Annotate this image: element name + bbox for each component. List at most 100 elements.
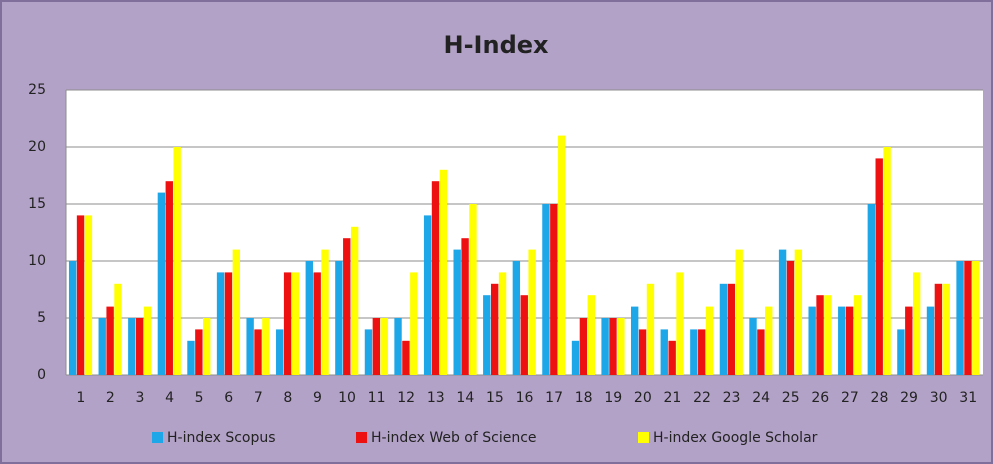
bar <box>668 340 676 375</box>
bar <box>601 318 609 375</box>
bar <box>786 261 795 375</box>
legend-label: H-index Scopus <box>167 430 276 446</box>
bar <box>232 249 241 375</box>
bar <box>490 283 499 375</box>
bar <box>579 318 588 375</box>
bar <box>934 283 943 375</box>
x-tick-label: 17 <box>545 390 563 406</box>
bar <box>195 329 203 375</box>
bar <box>276 329 284 375</box>
x-tick-label: 27 <box>841 390 859 406</box>
bar <box>262 318 270 375</box>
bar <box>528 249 536 375</box>
bar <box>735 249 743 375</box>
bar <box>68 261 77 375</box>
x-tick-label: 1 <box>76 390 85 406</box>
bar <box>956 261 964 375</box>
bar <box>431 181 440 375</box>
x-tick-label: 5 <box>195 390 204 406</box>
bar <box>778 249 787 375</box>
bar <box>824 295 832 375</box>
x-tick-label: 24 <box>752 390 770 406</box>
x-tick-label: 14 <box>456 390 474 406</box>
bar <box>972 261 980 375</box>
x-tick-label: 18 <box>575 390 593 406</box>
bar <box>380 318 388 375</box>
bar <box>794 249 803 375</box>
bar <box>335 261 343 375</box>
bar <box>350 226 359 375</box>
x-tick-label: 6 <box>224 390 233 406</box>
bar <box>187 340 195 375</box>
bar <box>512 261 521 375</box>
x-tick-label: 12 <box>397 390 415 406</box>
bar <box>203 318 211 375</box>
bar <box>224 272 233 375</box>
legend-swatch <box>152 432 163 443</box>
bar <box>321 249 329 375</box>
bar <box>372 318 381 375</box>
bar <box>765 306 773 375</box>
x-tick-label: 9 <box>313 390 322 406</box>
bar <box>630 306 639 375</box>
y-tick-label: 15 <box>28 196 46 212</box>
bar <box>676 272 684 375</box>
bar <box>98 318 106 375</box>
legend-swatch <box>638 432 649 443</box>
bar <box>313 272 321 375</box>
x-tick-label: 4 <box>165 390 174 406</box>
bar <box>461 238 469 375</box>
bar <box>853 295 862 375</box>
bar <box>550 204 558 375</box>
bar <box>964 261 972 375</box>
bar <box>453 249 461 375</box>
bar <box>727 283 736 375</box>
bar <box>165 181 173 375</box>
x-tick-label: 23 <box>723 390 741 406</box>
bar <box>660 329 668 375</box>
bar <box>128 318 136 375</box>
x-tick-label: 8 <box>283 390 292 406</box>
bar <box>157 192 166 375</box>
y-tick-label: 25 <box>28 82 46 98</box>
x-tick-label: 16 <box>516 390 534 406</box>
bar <box>558 135 566 375</box>
bar <box>905 306 913 375</box>
bar <box>410 272 418 375</box>
chart-title: H-Index <box>444 31 550 59</box>
bar <box>609 318 617 375</box>
bar <box>638 329 647 375</box>
bar <box>646 283 655 375</box>
bar <box>76 215 85 375</box>
x-tick-label: 29 <box>900 390 918 406</box>
bar <box>808 306 816 375</box>
bar <box>143 306 152 375</box>
x-tick-label: 20 <box>634 390 652 406</box>
bar <box>617 318 625 375</box>
bar <box>719 283 728 375</box>
bar <box>845 306 854 375</box>
legend-label: H-index Web of Science <box>371 430 537 446</box>
y-tick-label: 0 <box>37 367 46 383</box>
bar <box>305 261 313 375</box>
bar <box>883 147 891 375</box>
bar <box>587 295 595 375</box>
legend-label: H-index Google Scholar <box>653 430 818 446</box>
bar <box>749 318 757 375</box>
bar <box>867 204 876 375</box>
x-tick-label: 3 <box>135 390 144 406</box>
bar <box>542 204 550 375</box>
bar <box>498 272 507 375</box>
bar <box>394 318 402 375</box>
x-tick-label: 26 <box>811 390 829 406</box>
bar <box>343 238 351 375</box>
x-tick-label: 13 <box>427 390 445 406</box>
x-tick-label: 19 <box>604 390 622 406</box>
x-tick-label: 31 <box>959 390 977 406</box>
bar <box>690 329 698 375</box>
x-tick-label: 22 <box>693 390 711 406</box>
bar <box>520 295 528 375</box>
bar <box>84 215 93 375</box>
bar <box>364 329 373 375</box>
bar <box>283 272 292 375</box>
